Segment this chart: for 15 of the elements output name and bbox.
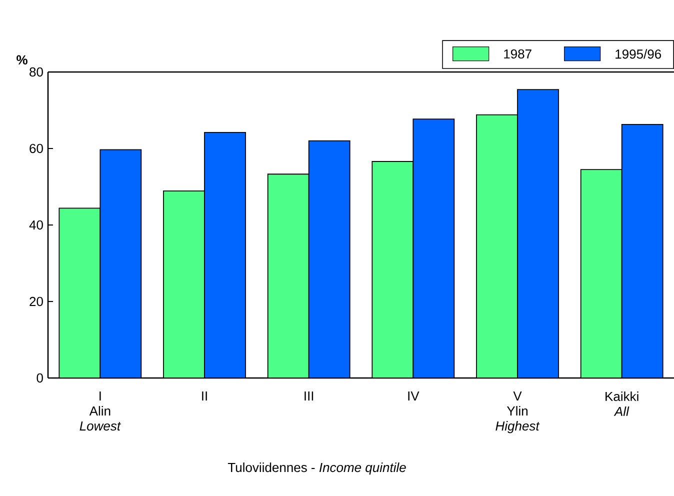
x-tick-label: Kaikki All: [606, 392, 638, 416]
x-tick-label: III: [304, 392, 314, 400]
x-axis-title: Tuloviidennes - Income quintile: [228, 462, 406, 475]
x-tick-label: I Alin Lowest: [80, 392, 121, 431]
x-tick-label: IV: [408, 392, 420, 400]
y-tick-label: 60: [30, 144, 43, 154]
y-tick-label: 0: [36, 373, 43, 383]
y-tick-label: 80: [30, 67, 43, 77]
x-tick-label: II: [202, 392, 207, 400]
y-tick-label: 40: [29, 220, 43, 230]
x-tick-label: V Ylin Highest: [496, 392, 540, 434]
y-axis-title: %: [16, 55, 28, 64]
legend-label: 1995/96: [616, 49, 662, 59]
y-tick-label: 20: [30, 296, 43, 306]
legend-label: 1987: [504, 49, 532, 59]
